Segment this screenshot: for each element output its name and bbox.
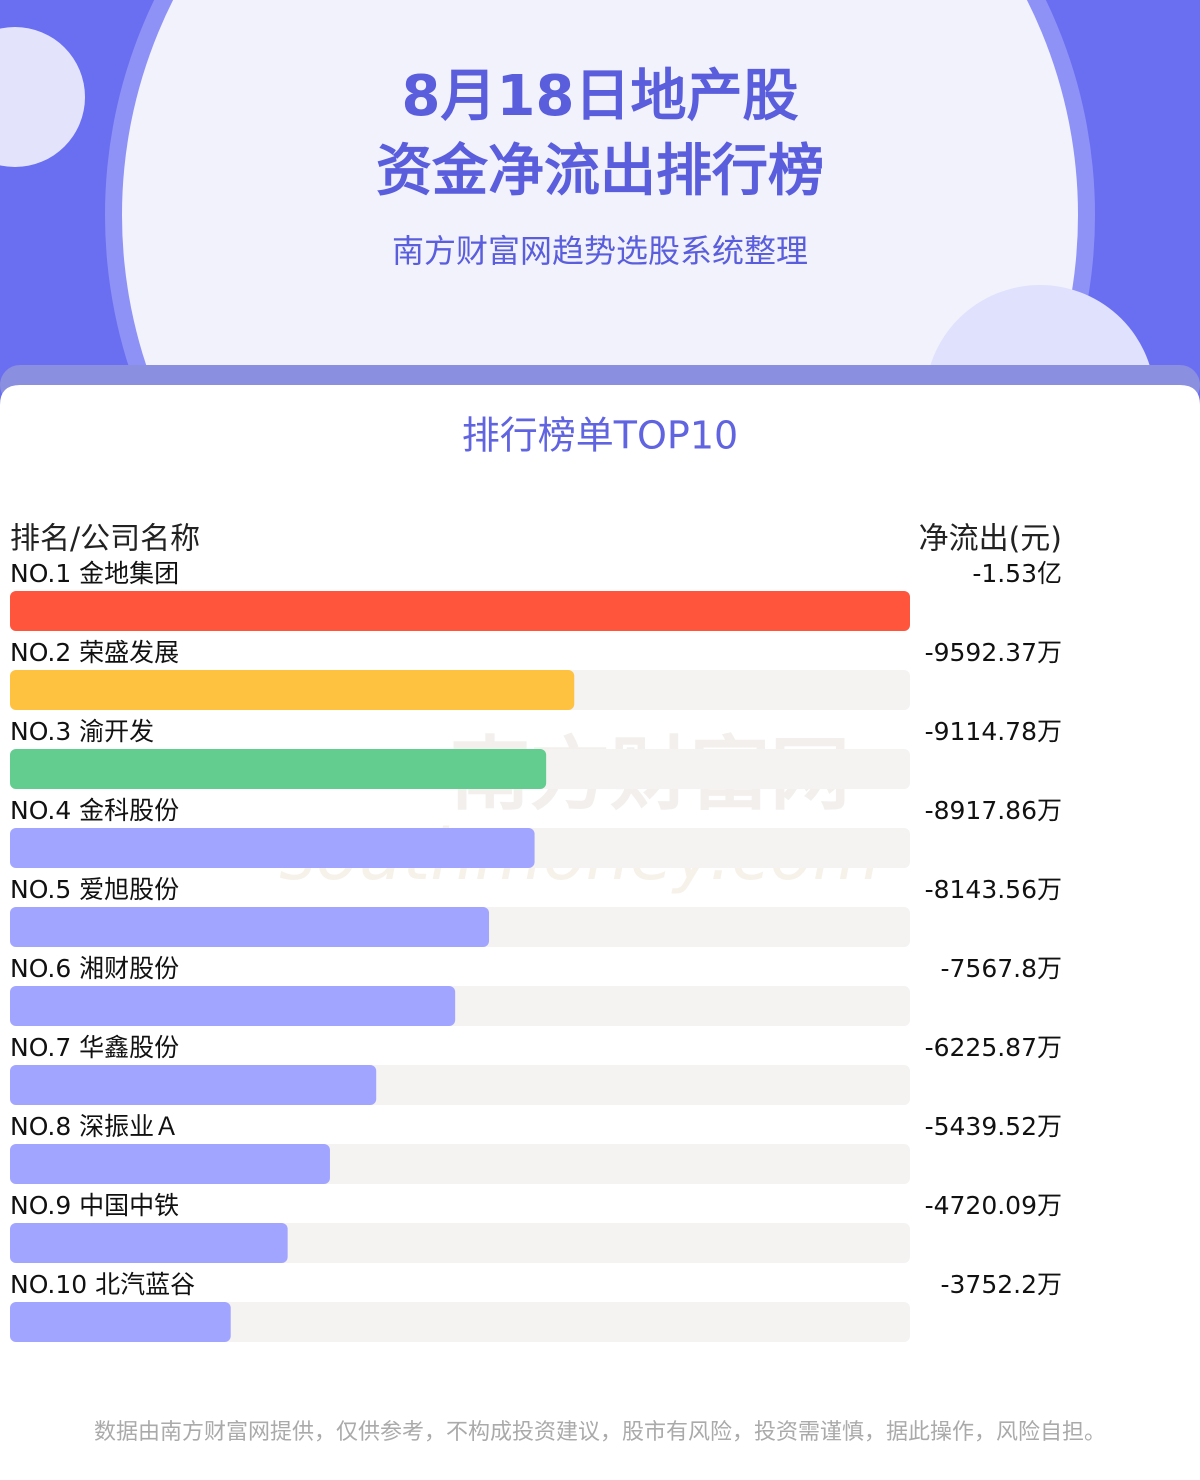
value-label: -5439.52万 bbox=[925, 1112, 1062, 1141]
value-label: -3752.2万 bbox=[941, 1270, 1063, 1299]
bar bbox=[10, 1302, 231, 1342]
bar bbox=[10, 1065, 377, 1105]
bar bbox=[10, 828, 535, 868]
value-label: -4720.09万 bbox=[925, 1191, 1062, 1220]
row-label: NO.5 爱旭股份 bbox=[10, 875, 179, 904]
value-label: -6225.87万 bbox=[925, 1033, 1062, 1062]
row-label: NO.6 湘财股份 bbox=[10, 954, 179, 983]
header-right: 净流出(元) bbox=[919, 522, 1062, 557]
row-label: NO.9 中国中铁 bbox=[10, 1191, 179, 1220]
bar bbox=[10, 986, 456, 1026]
value-label: -8917.86万 bbox=[925, 796, 1062, 825]
value-label: -8143.56万 bbox=[925, 875, 1062, 904]
row-label: NO.3 渝开发 bbox=[10, 717, 154, 746]
row-label: NO.2 荣盛发展 bbox=[10, 638, 179, 667]
section-title: 排行榜单TOP10 bbox=[462, 414, 738, 458]
footer: 数据由南方财富网提供，仅供参考，不构成投资建议，股市有风险，投资需谨慎，据此操作… bbox=[94, 1420, 1106, 1445]
row-label: NO.7 华鑫股份 bbox=[10, 1033, 179, 1062]
value-label: -1.53亿 bbox=[972, 559, 1062, 588]
row-label: NO.10 北汽蓝谷 bbox=[10, 1270, 195, 1299]
bar bbox=[10, 1144, 330, 1184]
title: 8月18日地产股 bbox=[402, 64, 799, 129]
header-left: 排名/公司名称 bbox=[10, 522, 200, 557]
bar bbox=[10, 670, 575, 710]
row-label: NO.4 金科股份 bbox=[10, 796, 179, 825]
bar bbox=[10, 907, 490, 947]
value-label: -9592.37万 bbox=[925, 638, 1062, 667]
bar bbox=[10, 591, 910, 631]
value-label: -7567.8万 bbox=[941, 954, 1063, 983]
row-label: NO.1 金地集团 bbox=[10, 559, 179, 588]
row-label: NO.8 深振业Ａ bbox=[10, 1112, 179, 1141]
rows: NO.1 金地集团 -1.53亿 NO.2 荣盛发展 -9592.37万 NO.3 渝开… bbox=[10, 559, 1062, 1342]
decor-circle bbox=[0, 27, 85, 167]
bar bbox=[10, 1223, 288, 1263]
value-label: -9114.78万 bbox=[925, 717, 1062, 746]
subtitle: 南方财富网趋势选股系统整理 bbox=[392, 232, 808, 270]
title: 资金净流出排行榜 bbox=[376, 139, 824, 204]
bar-track bbox=[10, 1302, 910, 1342]
bar bbox=[10, 749, 547, 789]
